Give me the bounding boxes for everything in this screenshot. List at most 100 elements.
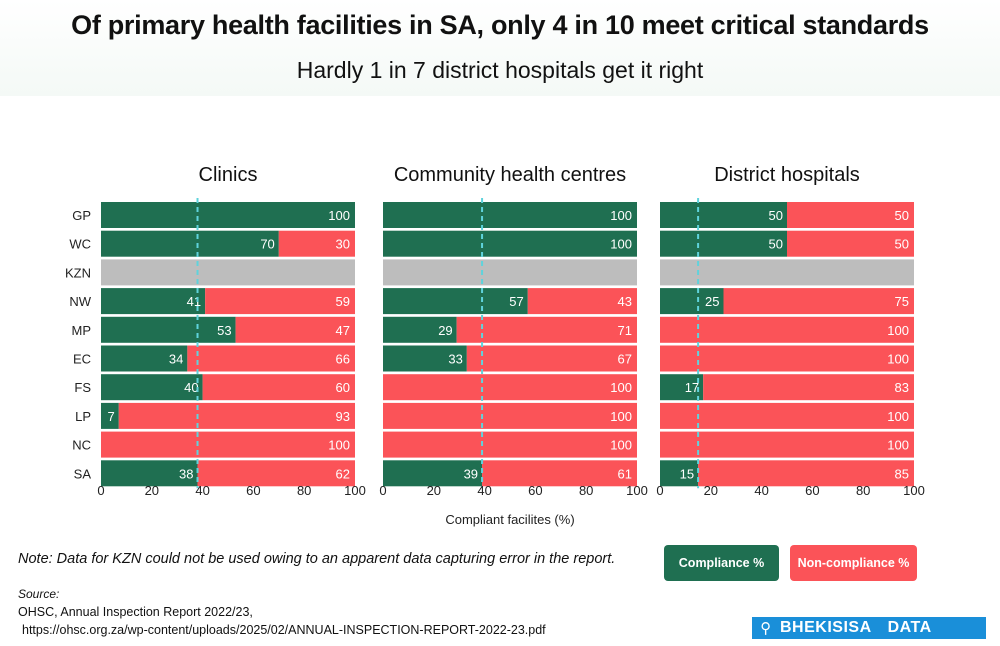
x-axis-label: Compliant facilites (%) xyxy=(445,512,574,527)
non-compliance-bar xyxy=(383,374,637,401)
x-tick-label: 40 xyxy=(754,483,768,498)
category-label: LP xyxy=(75,409,91,424)
non-compliance-value-label: 100 xyxy=(887,409,909,424)
non-compliance-value-label: 47 xyxy=(336,323,350,338)
compliance-value-label: 17 xyxy=(685,380,699,395)
category-label: GP xyxy=(72,208,91,223)
non-compliance-value-label: 100 xyxy=(610,380,632,395)
compliance-bar xyxy=(660,374,704,401)
non-compliance-bar xyxy=(235,316,355,343)
non-compliance-value-label: 71 xyxy=(618,323,632,338)
x-tick-label: 20 xyxy=(427,483,441,498)
category-label: NW xyxy=(69,294,91,309)
no-data-bar xyxy=(660,259,914,286)
non-compliance-value-label: 43 xyxy=(618,294,632,309)
compliance-bar xyxy=(101,402,119,429)
non-compliance-bar xyxy=(205,288,355,315)
x-tick-label: 100 xyxy=(344,483,366,498)
no-data-bar xyxy=(101,259,355,286)
non-compliance-value-label: 67 xyxy=(618,352,632,367)
category-label: FS xyxy=(74,380,91,395)
non-compliance-bar xyxy=(703,374,914,401)
non-compliance-bar xyxy=(383,431,637,458)
panel-title: Clinics xyxy=(199,164,258,186)
compliance-value-label: 100 xyxy=(610,208,632,223)
non-compliance-bar xyxy=(660,316,914,343)
compliance-bar xyxy=(101,316,236,343)
compliance-value-label: 50 xyxy=(769,237,783,252)
non-compliance-bar xyxy=(660,345,914,372)
compliance-bar xyxy=(383,316,457,343)
compliance-bar xyxy=(101,230,279,257)
compliance-value-label: 15 xyxy=(680,466,694,481)
header-band xyxy=(0,0,1000,96)
x-tick-label: 0 xyxy=(97,483,104,498)
non-compliance-bar xyxy=(197,460,355,487)
non-compliance-bar xyxy=(787,202,914,228)
non-compliance-bar xyxy=(456,316,637,343)
non-compliance-bar xyxy=(482,460,637,487)
source-url[interactable]: https://ohsc.org.za/wp-content/uploads/2… xyxy=(22,623,546,637)
non-compliance-bar xyxy=(202,374,355,401)
panel-title: Community health centres xyxy=(394,164,626,186)
compliance-value-label: 38 xyxy=(179,466,193,481)
brand-logo: ⚲ BHEKISISA DATA xyxy=(752,617,986,639)
x-tick-label: 40 xyxy=(195,483,209,498)
non-compliance-bar xyxy=(723,288,914,315)
compliance-value-label: 57 xyxy=(509,294,523,309)
compliance-value-label: 50 xyxy=(769,208,783,223)
x-tick-label: 20 xyxy=(145,483,159,498)
non-compliance-value-label: 50 xyxy=(895,237,909,252)
x-tick-label: 60 xyxy=(246,483,260,498)
non-compliance-value-label: 62 xyxy=(336,466,350,481)
compliance-value-label: 25 xyxy=(705,294,719,309)
compliance-bar xyxy=(660,460,699,487)
non-compliance-bar xyxy=(383,402,637,429)
source-line-1: OHSC, Annual Inspection Report 2022/23, xyxy=(18,605,253,619)
compliance-value-label: 70 xyxy=(260,237,274,252)
non-compliance-value-label: 100 xyxy=(610,438,632,453)
category-label: SA xyxy=(74,466,92,481)
compliance-value-label: 33 xyxy=(448,352,462,367)
compliance-value-label: 100 xyxy=(328,208,350,223)
non-compliance-value-label: 50 xyxy=(895,208,909,223)
compliance-bar xyxy=(101,460,198,487)
x-tick-label: 60 xyxy=(805,483,819,498)
x-tick-label: 60 xyxy=(528,483,542,498)
non-compliance-value-label: 60 xyxy=(336,380,350,395)
magnifier-icon: ⚲ xyxy=(760,620,772,637)
x-tick-label: 100 xyxy=(626,483,648,498)
x-tick-label: 100 xyxy=(903,483,925,498)
non-compliance-value-label: 85 xyxy=(895,466,909,481)
x-tick-label: 0 xyxy=(656,483,663,498)
category-label: MP xyxy=(72,323,92,338)
legend-compliance: Compliance % xyxy=(664,545,779,581)
non-compliance-bar xyxy=(527,288,637,315)
non-compliance-bar xyxy=(660,402,914,429)
non-compliance-bar xyxy=(118,402,355,429)
compliance-value-label: 34 xyxy=(169,352,183,367)
compliance-value-label: 29 xyxy=(438,323,452,338)
compliance-bar xyxy=(101,374,203,401)
compliance-bar xyxy=(660,288,724,315)
compliance-value-label: 40 xyxy=(184,380,198,395)
non-compliance-value-label: 100 xyxy=(887,352,909,367)
non-compliance-value-label: 100 xyxy=(328,438,350,453)
panel-title: District hospitals xyxy=(714,164,860,186)
x-tick-label: 80 xyxy=(297,483,311,498)
non-compliance-value-label: 59 xyxy=(336,294,350,309)
brand-word-2: DATA xyxy=(887,619,932,636)
category-label: EC xyxy=(73,352,91,367)
footnote: Note: Data for KZN could not be used owi… xyxy=(18,551,616,567)
compliance-bar xyxy=(660,230,787,257)
compliance-value-label: 7 xyxy=(108,409,115,424)
compliance-value-label: 100 xyxy=(610,237,632,252)
non-compliance-value-label: 100 xyxy=(610,409,632,424)
non-compliance-value-label: 83 xyxy=(895,380,909,395)
compliance-value-label: 39 xyxy=(464,466,478,481)
chart-title: Of primary health facilities in SA, only… xyxy=(71,10,929,40)
compliance-bar xyxy=(383,288,528,315)
non-compliance-bar xyxy=(278,230,355,257)
compliance-value-label: 53 xyxy=(217,323,231,338)
